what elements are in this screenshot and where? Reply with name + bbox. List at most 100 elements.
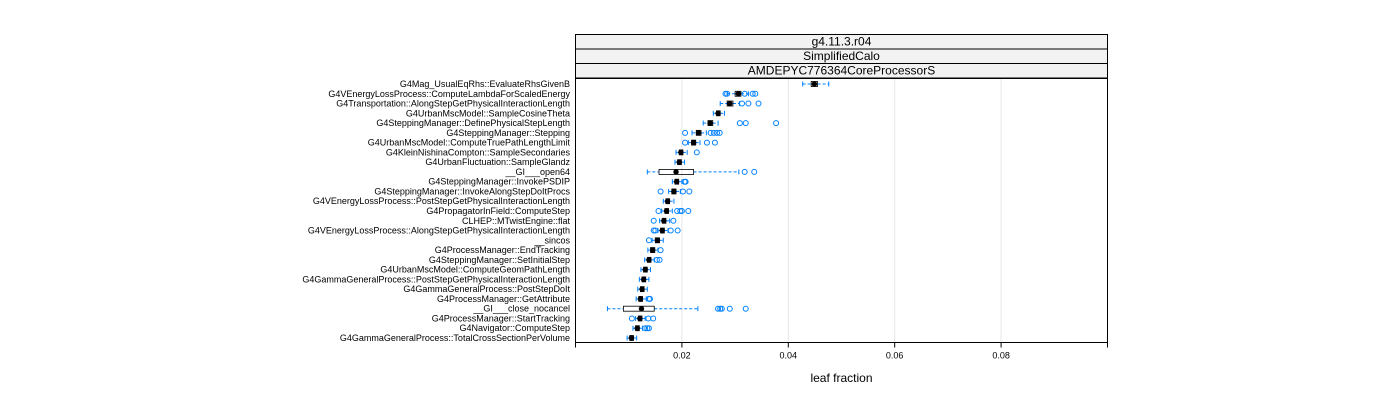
box-row: [655, 208, 692, 214]
median-dot: [811, 81, 818, 87]
strip-label-2: AMDEPYC776364CoreProcessorS: [748, 64, 935, 78]
outlier-point: [674, 227, 681, 234]
box-row: [682, 139, 718, 146]
box-series: [606, 81, 830, 341]
x-tick-label: 0.08: [992, 351, 1010, 361]
median-dot: [628, 335, 635, 341]
category-label: G4SteppingManager::InvokePSDIP: [428, 177, 570, 187]
outlier-point: [736, 120, 743, 127]
median-dot: [715, 110, 721, 117]
box-row: [645, 237, 664, 244]
median-dot: [735, 91, 741, 97]
category-label: G4SteppingManager::SetInitialStep: [429, 255, 570, 265]
outlier-point: [693, 149, 700, 156]
median-dot: [663, 208, 670, 214]
category-label: G4GammaGeneralProcess::TotalCrossSection…: [340, 333, 570, 343]
box: [622, 305, 655, 312]
median-dot: [634, 325, 640, 331]
median-dot: [671, 188, 677, 195]
x-tick-label: 0.02: [673, 351, 691, 361]
outlier-point: [642, 325, 649, 332]
box-row: [722, 90, 759, 97]
outlier-point: [718, 305, 725, 312]
category-label: G4Transportation::AlongStepGetPhysicalIn…: [336, 99, 570, 109]
outlier-point: [685, 208, 692, 214]
box-row: [632, 325, 652, 332]
median-dot: [727, 100, 733, 107]
outlier-point: [667, 227, 674, 234]
box-row: [702, 120, 780, 127]
box-row: [640, 266, 652, 273]
category-label: G4GammaGeneralProcess::PostStepGetPhysic…: [302, 274, 570, 284]
strip-label-1: SimplifiedCalo: [803, 49, 880, 63]
median-dot: [637, 315, 643, 322]
category-label: G4GammaGeneralProcess::PostStepDoIt: [403, 284, 570, 294]
outlier-point: [656, 256, 663, 263]
median-dot: [637, 296, 644, 302]
box-row: [719, 100, 762, 107]
x-tick-label: 0.06: [886, 351, 904, 361]
outlier-point: [645, 325, 652, 332]
outlier-point: [711, 139, 718, 146]
box-row: [674, 159, 686, 166]
category-label: G4SteppingManager::InvokeAlongStepDoItPr…: [374, 186, 570, 196]
outlier-point: [714, 129, 721, 136]
outlier-point: [657, 247, 664, 254]
outlier-point: [678, 208, 685, 214]
outlier-point: [655, 208, 662, 214]
outlier-point: [742, 120, 749, 127]
outlier-point: [710, 129, 717, 136]
median-dot: [638, 305, 645, 312]
outlier-point: [653, 256, 660, 263]
box-row: [657, 188, 693, 195]
outlier-point: [652, 227, 659, 234]
outlier-point: [745, 100, 752, 107]
median-dot: [690, 139, 697, 146]
category-label: G4KleinNishinaCompton::SampleSecondaries: [386, 147, 571, 157]
category-label: __GI___open64: [504, 167, 570, 177]
outlier-point: [646, 295, 653, 302]
outlier-point: [670, 217, 677, 224]
category-label: G4SteppingManager::DefinePhysicalStepLen…: [376, 118, 570, 128]
outlier-point: [679, 188, 686, 195]
category-label: __sincos: [533, 235, 570, 245]
category-label: G4UrbanFluctuation::SampleGlandz: [425, 157, 570, 167]
outlier-point: [724, 90, 731, 97]
box-row: [635, 295, 653, 302]
grid-lines: [681, 78, 1002, 343]
x-axis-title: leaf fraction: [810, 371, 872, 385]
box-row: [647, 247, 664, 254]
outlier-point: [682, 139, 689, 146]
strip-headers: g4.11.3.r04SimplifiedCaloAMDEPYC776364Co…: [575, 34, 1108, 79]
median-dot: [678, 149, 684, 156]
x-axis: 0.02 0.04 0.06 0.08: [575, 342, 1108, 361]
outlier-point: [751, 168, 758, 175]
category-label: CLHEP::MTwistEngine::flat: [462, 216, 571, 226]
outlier-point: [726, 305, 733, 312]
outlier-point: [650, 217, 657, 224]
box-row: [606, 305, 749, 312]
median-dot: [664, 198, 671, 204]
box-row: [628, 315, 657, 322]
panel-frame: [575, 78, 1108, 343]
median-dot: [676, 159, 682, 165]
outlier-point: [741, 168, 748, 175]
box-row: [662, 198, 675, 205]
box-row: [650, 227, 681, 234]
category-label: G4UrbanMscModel::ComputeTruePathLengthLi…: [368, 138, 571, 148]
box-row: [638, 276, 650, 283]
x-tick-label: 0.04: [780, 351, 798, 361]
median-dot: [707, 120, 713, 126]
outlier-point: [645, 315, 652, 322]
box-row: [626, 335, 638, 341]
outlier-point: [682, 178, 689, 185]
outlier-point: [716, 129, 723, 136]
box-row: [644, 256, 663, 263]
category-labels: G4Mag_UsualEqRhs::EvaluateRhsGivenBG4VEn…: [302, 79, 570, 343]
category-label: G4UrbanMscModel::SampleCosineTheta: [406, 108, 570, 118]
category-label: G4VEnergyLossProcess::ComputeLambdaForSc…: [328, 89, 570, 99]
category-label: G4VEnergyLossProcess::PostStepGetPhysica…: [313, 196, 570, 206]
category-label: G4SteppingManager::Stepping: [446, 128, 570, 138]
category-label: G4ProcessManager::GetAttribute: [437, 294, 570, 304]
